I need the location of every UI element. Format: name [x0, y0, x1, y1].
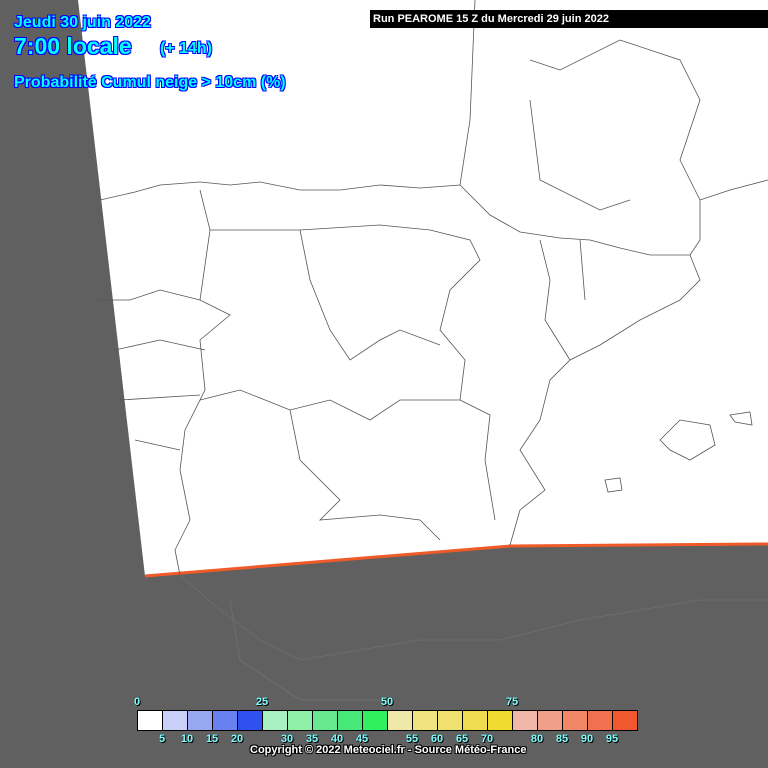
- legend-swatch: [463, 711, 488, 730]
- parameter-title: Probabilité Cumul neige > 10cm (%): [14, 74, 286, 91]
- legend-tick-label: 35: [305, 733, 319, 745]
- legend-tick-label: 85: [555, 733, 569, 745]
- legend-swatch: [313, 711, 338, 730]
- domain-edge-highlight: [144, 542, 768, 578]
- legend-swatch: [613, 711, 637, 730]
- legend-tick-label: 30: [280, 733, 294, 745]
- legend-tick-label: 20: [230, 733, 244, 745]
- legend-tick-label: 45: [355, 733, 369, 745]
- legend-tick-label: 5: [158, 733, 166, 745]
- legend-tick-label: 15: [205, 733, 219, 745]
- copyright: Copyright © 2022 Meteociel.fr - Source M…: [250, 744, 527, 756]
- legend-tick-label: 0: [133, 696, 141, 708]
- legend-swatch: [513, 711, 538, 730]
- legend-swatch: [163, 711, 188, 730]
- coastlines-and-borders: [99, 0, 768, 701]
- legend-swatch: [263, 711, 288, 730]
- legend-swatch: [213, 711, 238, 730]
- legend-swatch: [188, 711, 213, 730]
- legend-tick-label: 25: [255, 696, 269, 708]
- legend-swatch: [438, 711, 463, 730]
- legend-tick-label: 80: [530, 733, 544, 745]
- legend-swatch: [363, 711, 388, 730]
- legend-tick-label: 95: [605, 733, 619, 745]
- legend-tick-label: 60: [430, 733, 444, 745]
- legend-tick-label: 40: [330, 733, 344, 745]
- legend-swatch: [413, 711, 438, 730]
- forecast-time: 7:00 locale: [14, 33, 132, 59]
- legend-tick-label: 70: [480, 733, 494, 745]
- forecast-lead-time: (+ 14h): [160, 40, 213, 57]
- legend-swatch: [288, 711, 313, 730]
- legend-swatch: [588, 711, 613, 730]
- legend-tick-label: 65: [455, 733, 469, 745]
- legend-tick-label: 55: [405, 733, 419, 745]
- legend-swatch: [388, 711, 413, 730]
- legend-swatch: [138, 711, 163, 730]
- legend-swatch: [488, 711, 513, 730]
- color-legend: [137, 710, 638, 731]
- legend-tick-label: 90: [580, 733, 594, 745]
- legend-tick-label: 10: [180, 733, 194, 745]
- legend-swatch: [538, 711, 563, 730]
- legend-swatch: [238, 711, 263, 730]
- forecast-date: Jeudi 30 juin 2022: [14, 14, 151, 31]
- legend-tick-label: 75: [505, 696, 519, 708]
- legend-tick-label: 50: [380, 696, 394, 708]
- model-domain: [78, 0, 768, 576]
- run-banner: Run PEAROME 15 Z du Mercredi 29 juin 202…: [370, 10, 768, 28]
- legend-swatch: [338, 711, 363, 730]
- legend-swatch: [563, 711, 588, 730]
